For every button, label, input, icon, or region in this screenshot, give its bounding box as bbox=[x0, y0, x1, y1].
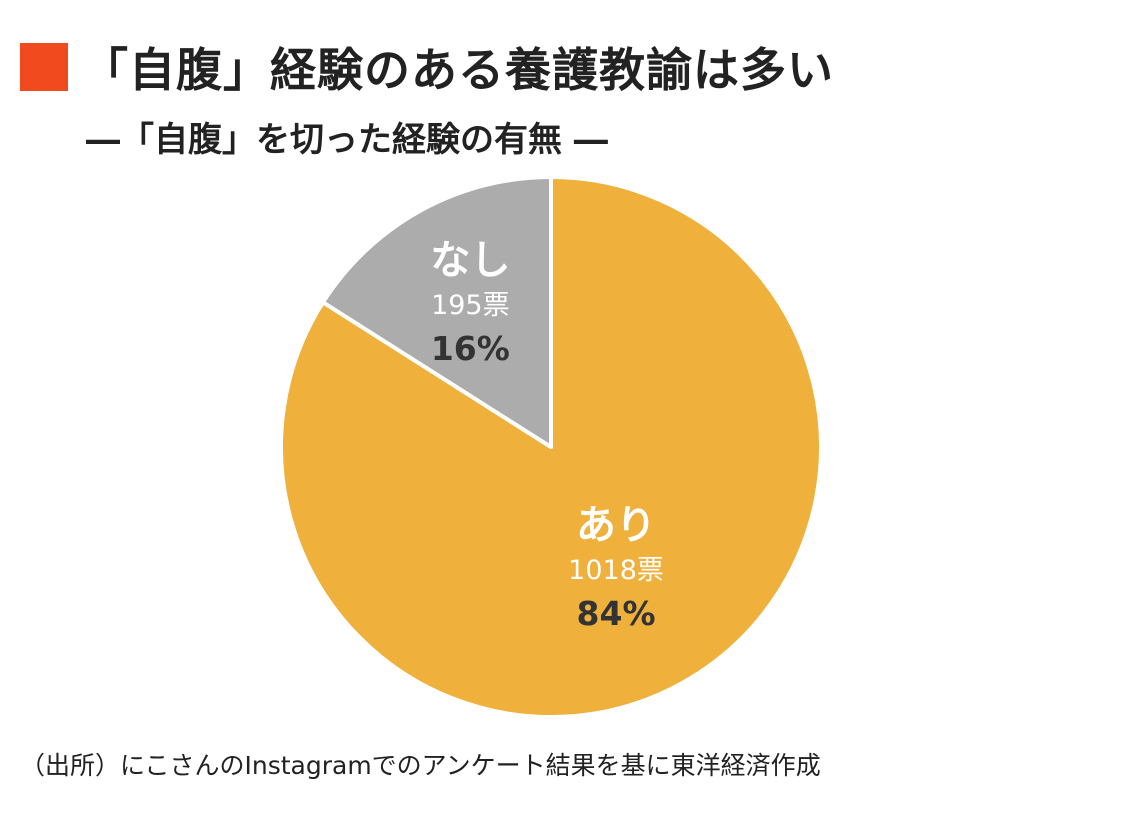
slice-votes-ari: 1018票 bbox=[568, 555, 664, 586]
slice-name-nashi: なし bbox=[430, 237, 510, 283]
pie-slice-ari bbox=[279, 175, 823, 719]
chart-subtitle: ―「自腹」を切った経験の有無 ― bbox=[86, 120, 608, 160]
slice-percent-nashi: 16% bbox=[431, 329, 510, 368]
slice-percent-ari: 84% bbox=[577, 594, 656, 633]
slice-label-ari: あり 1018票 84% bbox=[568, 502, 664, 633]
slice-votes-nashi: 195票 bbox=[431, 290, 510, 321]
source-note: （出所）にこさんのInstagramでのアンケート結果を基に東洋経済作成 bbox=[20, 751, 821, 780]
title-marker bbox=[20, 43, 68, 91]
slice-name-ari: あり bbox=[576, 502, 656, 548]
slice-label-nashi: なし 195票 16% bbox=[430, 237, 510, 368]
chart-title: 「自腹」経験のある養護教諭は多い bbox=[82, 43, 834, 97]
pie-slice-nashi bbox=[321, 175, 553, 449]
title-row: 「自腹」経験のある養護教諭は多い bbox=[20, 34, 834, 100]
